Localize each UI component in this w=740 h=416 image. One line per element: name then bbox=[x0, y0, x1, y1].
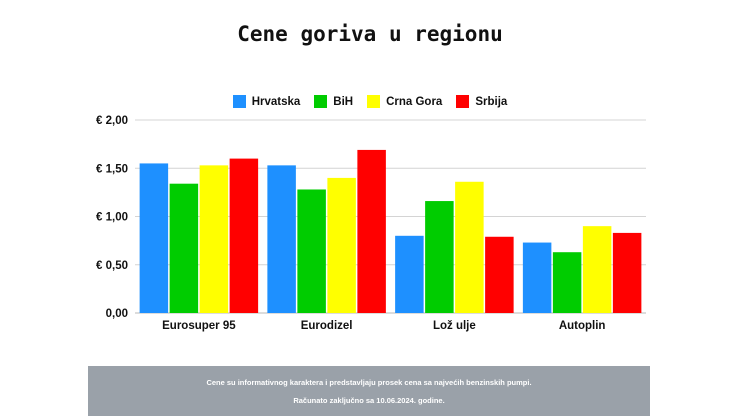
legend-swatch-crna-gora bbox=[367, 95, 381, 108]
bar-bih-eurosuper-95 bbox=[169, 183, 199, 313]
x-tick-label: Lož ulje bbox=[433, 320, 476, 332]
legend-swatch-hrvatska bbox=[232, 95, 246, 108]
bar-hrvatska-autoplin bbox=[522, 242, 552, 313]
bar-crna-gora-lo-ulje bbox=[455, 181, 484, 313]
x-tick-label: Eurosuper 95 bbox=[162, 320, 236, 332]
x-tick-label: Eurodizel bbox=[301, 320, 353, 332]
y-tick-label: 0,00 bbox=[106, 308, 128, 320]
legend-swatch-bih bbox=[314, 95, 328, 108]
bar-srbija-eurodizel bbox=[357, 149, 386, 313]
legend-item-bih: BiH bbox=[314, 95, 353, 108]
legend-item-srbija: Srbija bbox=[456, 95, 507, 108]
y-tick-label: € 2,00 bbox=[96, 115, 128, 127]
legend-item-crna-gora: Crna Gora bbox=[367, 95, 442, 108]
footer-line-1: Cene su informativnog karaktera i predst… bbox=[206, 378, 532, 387]
chart-title: Cene goriva u regionu bbox=[237, 22, 503, 46]
y-tick-label: € 0,50 bbox=[96, 260, 128, 272]
legend-label-hrvatska: Hrvatska bbox=[251, 95, 301, 108]
bar-bih-autoplin bbox=[552, 252, 582, 313]
bar-srbija-autoplin bbox=[612, 232, 642, 313]
legend-label-srbija: Srbija bbox=[475, 95, 508, 108]
bar-bih-eurodizel bbox=[297, 189, 326, 313]
legend-item-hrvatska: Hrvatska bbox=[232, 95, 301, 108]
bar-srbija-lo-ulje bbox=[485, 236, 514, 313]
bar-crna-gora-eurodizel bbox=[327, 177, 356, 313]
footer-note: Cene su informativnog karaktera i predst… bbox=[88, 366, 650, 416]
bar-srbija-eurosuper-95 bbox=[229, 158, 259, 313]
legend-swatch-srbija bbox=[456, 95, 470, 108]
bar-crna-gora-autoplin bbox=[582, 226, 612, 313]
y-tick-label: € 1,00 bbox=[96, 212, 128, 224]
bar-bih-lo-ulje bbox=[425, 201, 454, 313]
bar-hrvatska-eurosuper-95 bbox=[139, 163, 169, 313]
y-tick-label: € 1,50 bbox=[96, 163, 128, 175]
legend-label-bih: BiH bbox=[333, 95, 354, 108]
footer-line-2: Računato zaključno sa 10.06.2024. godine… bbox=[293, 396, 445, 405]
legend-label-crna-gora: Crna Gora bbox=[386, 95, 443, 108]
bar-crna-gora-eurosuper-95 bbox=[199, 165, 229, 313]
bar-hrvatska-lo-ulje bbox=[395, 235, 424, 313]
x-tick-label: Autoplin bbox=[559, 320, 606, 332]
bar-hrvatska-eurodizel bbox=[267, 165, 296, 313]
chart-legend: Hrvatska BiH Crna Gora Srbija bbox=[0, 95, 740, 108]
